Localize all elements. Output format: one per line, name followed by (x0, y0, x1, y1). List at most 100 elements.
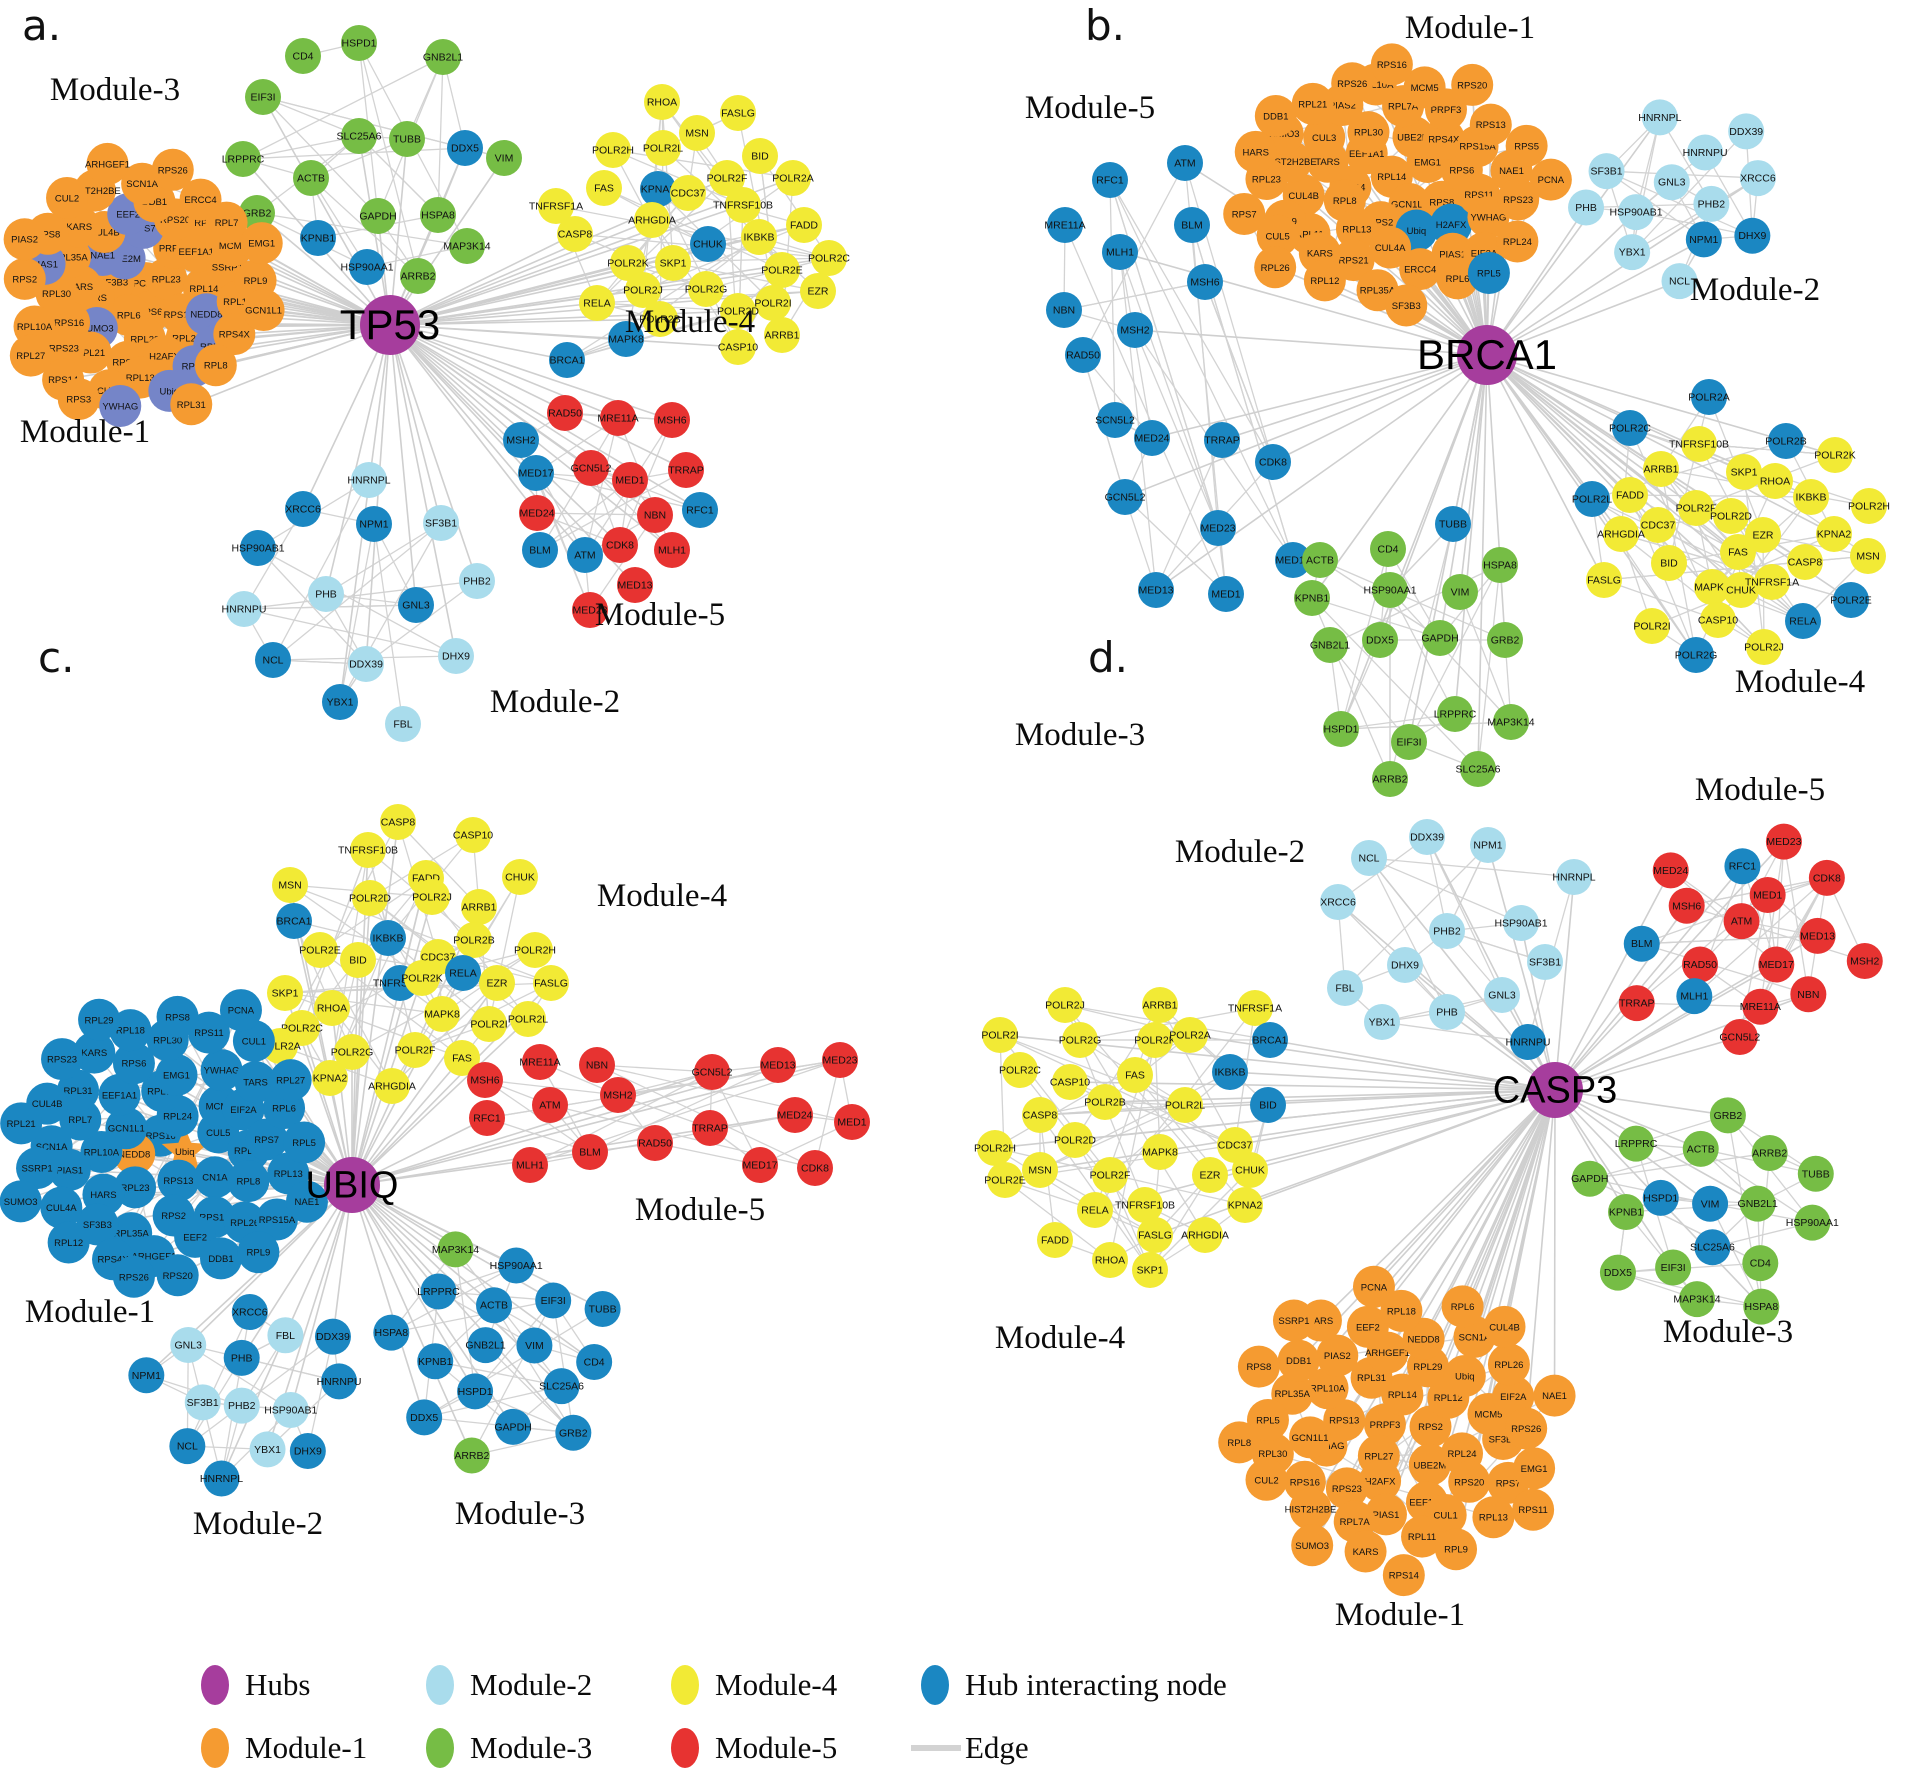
node-ACTB (1302, 542, 1338, 578)
node-label: MED23 (822, 1055, 857, 1067)
node-RPS16 (1370, 43, 1413, 86)
node-label: SSRP1 (212, 262, 243, 273)
node-TNFRSF10B (1127, 1187, 1163, 1223)
node-label: RPS8 (35, 229, 60, 240)
node-label: RHOA (1095, 1255, 1125, 1267)
node-label: KPNB1 (1609, 1206, 1644, 1218)
node-POLR2A (775, 160, 811, 196)
node-label: HARS (90, 1190, 116, 1201)
node-label: POLR2E (1830, 595, 1871, 607)
node-label: HNRNPL (1552, 872, 1595, 884)
node-CHUK (690, 226, 726, 262)
node-label: POLR2F (395, 1045, 436, 1057)
node-ARRB1 (461, 889, 497, 925)
node-FAS (586, 170, 622, 206)
edge (1635, 211, 1753, 237)
node-label: YWHAG (1470, 213, 1506, 224)
node-label: RAD50 (1066, 350, 1100, 362)
node-label: BID (349, 955, 367, 967)
node-label: MAP3K14 (443, 241, 490, 253)
node-RFC1 (1724, 848, 1761, 885)
legend-label: Hub interacting node (965, 1667, 1227, 1702)
node-EIF3I (245, 79, 281, 115)
edge (241, 1184, 353, 1359)
node-label: TRRAP (1204, 435, 1240, 447)
node-RPS23 (42, 326, 85, 369)
node-RPL9 (237, 1231, 280, 1274)
node-TARS (234, 1061, 277, 1104)
node-label: DDB1 (208, 1254, 233, 1265)
node-MED1 (834, 1104, 870, 1140)
node-label: UBE2M (108, 254, 141, 265)
node-label: RPS7 (254, 1135, 279, 1146)
node-PHB (308, 576, 344, 612)
node-FASLG (720, 95, 756, 131)
node-layer: CD4 HSPD1 GNB2L1 EIF3I SLC25A6 TUBB DDX5 VIM LRP… (0, 25, 1890, 1597)
node-label: ERCC4 (1404, 265, 1436, 276)
edge (552, 1300, 574, 1433)
node-HNRNPU (1510, 1024, 1546, 1060)
node-label: POLR2J (1045, 1000, 1085, 1012)
node-label: POLR2H (974, 1143, 1016, 1155)
node-DDX5 (406, 1399, 443, 1436)
edge (1204, 281, 1274, 463)
node-CASP8 (557, 216, 593, 252)
node-label: RPS8 (165, 1012, 190, 1023)
edge (539, 417, 619, 551)
node-label: TARS (69, 282, 94, 293)
node-POLR2H (977, 1130, 1013, 1166)
node-label: ARRB2 (1372, 774, 1407, 786)
edge (1234, 1089, 1556, 1146)
node-label: Ubiq (1455, 1371, 1475, 1382)
node-label: MED24 (1134, 433, 1169, 445)
node-label: GCN5L2 (1719, 1031, 1760, 1043)
node-CDC37 (670, 175, 706, 211)
node-label: RPS15A (164, 310, 201, 321)
node-label: POLR2K (401, 973, 442, 985)
node-label: TRRAP (1619, 998, 1655, 1010)
node-NBN (1790, 976, 1827, 1013)
module-label-a-m1: Module-1 (20, 414, 150, 450)
node-RPL9 (1435, 1528, 1478, 1571)
node-label: NPM1 (1473, 840, 1502, 852)
node-RPL21 (0, 1102, 43, 1145)
node-label: POLR2I (470, 1019, 507, 1031)
node-label: POLR2F (1676, 503, 1717, 515)
legend-label: Module-5 (715, 1730, 837, 1765)
legend-dot-module-4 (671, 1665, 699, 1705)
node-NPM1 (1685, 221, 1722, 258)
node-label: RPL30 (1354, 128, 1383, 139)
node-label: MSN (1856, 551, 1879, 563)
node-label: CUL5 (1265, 231, 1289, 242)
edge (1063, 281, 1206, 311)
edge (389, 324, 687, 471)
node-HIST2H2BE (1289, 1488, 1332, 1531)
node-label: ARHGEF1 (85, 159, 130, 170)
node-label: DDB1 (142, 197, 167, 208)
edge (302, 324, 391, 510)
node-MED1 (1749, 877, 1786, 914)
edge (1404, 964, 1556, 1091)
node-ACTB (293, 160, 329, 196)
legend: Hubs Module-2 Module-4 Hub interacting node… (201, 1665, 1227, 1768)
node-label: POLR2K (1814, 450, 1855, 462)
node-label: MAPK8 (1694, 582, 1730, 594)
node-ARRB2 (400, 258, 436, 294)
node-label: HIST2H2BE (1265, 157, 1317, 168)
node-MSH2 (600, 1077, 636, 1113)
node-DDX5 (1599, 1254, 1636, 1291)
node-RPS3 (57, 378, 100, 421)
edge (1368, 857, 1448, 1013)
node-BLM (572, 1134, 608, 1170)
edge (272, 479, 370, 661)
hub-label-UBIQ: UBIQ (306, 1165, 399, 1207)
node-label: RPL8 (236, 1177, 260, 1188)
node-POLR2C (811, 240, 847, 276)
edge (1486, 354, 1742, 591)
node-label: NAE1 (295, 1197, 320, 1208)
node-label: FAS (1728, 547, 1748, 559)
node-MED23 (572, 592, 608, 628)
edge (290, 1184, 353, 1411)
module-label-b-m4: Module-4 (1735, 664, 1865, 700)
node-label: UBE2M (1397, 132, 1430, 143)
